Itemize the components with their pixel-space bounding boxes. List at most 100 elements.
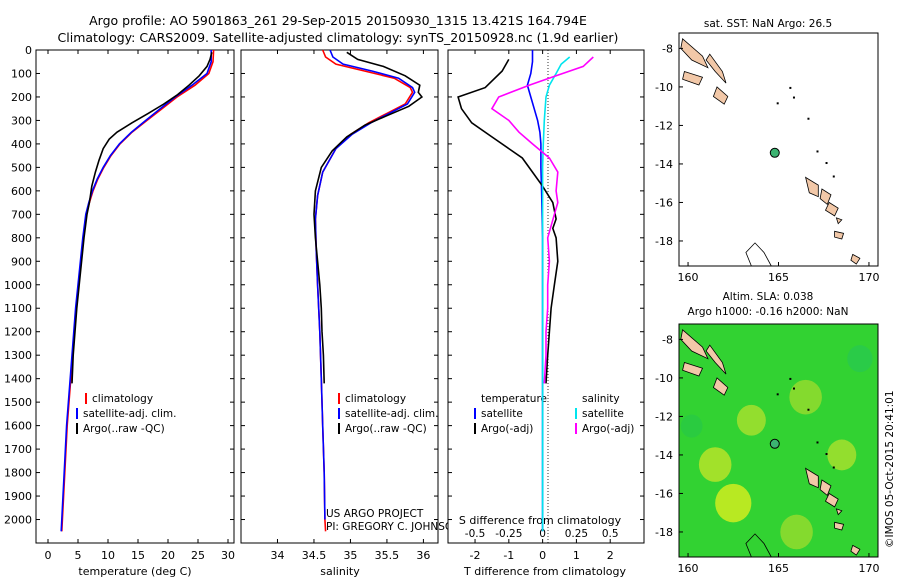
- series-line: [541, 56, 571, 532]
- legend-label-argo: Argo(..raw -QC): [83, 423, 165, 435]
- island-shape: [819, 479, 832, 497]
- y-tick-label: -16: [655, 487, 673, 500]
- islet-dot: [807, 408, 810, 411]
- islet-dot: [792, 96, 795, 99]
- y-tick-label: 1600: [4, 420, 32, 433]
- series-line: [314, 49, 416, 520]
- bathymetry-contour: [745, 242, 772, 267]
- y-tick-label: -18: [655, 235, 673, 248]
- y-tick-label: 200: [11, 91, 32, 104]
- island-shape: [680, 38, 709, 69]
- island-shape: [850, 544, 861, 556]
- island-shape: [850, 253, 861, 265]
- x-tick-label: 20: [161, 549, 175, 562]
- island-shape: [824, 492, 839, 508]
- y-tick-label: 1800: [4, 467, 32, 480]
- sst-map: sat. SST: NaN Argo: 26.5 160 165 170 -8 -10 -…: [655, 18, 879, 284]
- sla-anomaly-patch: [789, 379, 822, 415]
- legend-swatch-t-satellite: [474, 408, 476, 419]
- salinity-legend: climatology satellite-adj. clim. Argo(..…: [338, 393, 438, 435]
- legend-swatch-t-argo: [474, 423, 476, 434]
- sla-anomaly-patch: [736, 404, 766, 436]
- x-tick-label: -2: [470, 549, 481, 562]
- islet-dot: [816, 150, 819, 153]
- y-tick-label: 1500: [4, 396, 32, 409]
- islet-dot: [792, 387, 795, 390]
- y-tick-label: 400: [11, 138, 32, 151]
- sst-map-title: sat. SST: NaN Argo: 26.5: [704, 18, 832, 30]
- x2-tick-label: 0: [539, 528, 546, 540]
- legend-label-satellite: satellite-adj. clim.: [83, 408, 176, 420]
- legend-title-temperature: temperature: [481, 393, 547, 405]
- y-tick-label: -14: [655, 158, 673, 171]
- y-tick-label: -12: [655, 410, 673, 423]
- y-tick-label: 1000: [4, 279, 32, 292]
- float-position-marker: [769, 438, 780, 449]
- y-tick-label: 1100: [4, 302, 32, 315]
- x-tick-label: 15: [131, 549, 145, 562]
- x2-tick-label: -0.5: [465, 528, 486, 540]
- legend-swatch-satellite: [338, 408, 340, 419]
- legend-swatch-satellite: [76, 408, 78, 419]
- difference-xlabel-t: T difference from climatology: [463, 565, 626, 578]
- x-tick-label: 165: [768, 562, 789, 575]
- x-tick-label: 25: [191, 549, 205, 562]
- island-shape: [819, 188, 832, 206]
- x-tick-label: -1: [503, 549, 514, 562]
- y-tick-label: -12: [655, 119, 673, 132]
- island-shape: [804, 467, 819, 489]
- y-tick-label: 500: [11, 161, 32, 174]
- island-shape: [680, 329, 709, 360]
- legend-swatch-climatology: [85, 393, 87, 404]
- x-tick-label: 1: [573, 549, 580, 562]
- sla-map: Altim. SLA: 0.038 Argo h1000: -0.16 h200…: [655, 291, 879, 575]
- x-tick-label: 30: [221, 549, 235, 562]
- difference-axes-frame: [447, 49, 645, 544]
- x-tick-label: 34.5: [302, 549, 327, 562]
- islet-dot: [776, 393, 779, 396]
- header-line2: Climatology: CARS2009. Satellite-adjuste…: [58, 30, 619, 45]
- float-position-marker: [769, 147, 780, 158]
- legend-swatch-climatology: [338, 393, 340, 404]
- legend-swatch-s-argo: [575, 423, 577, 434]
- credit-pi: PI: GREGORY C. JOHNSON: [326, 521, 461, 533]
- legend-label-climatology: climatology: [92, 393, 153, 405]
- x2-tick-label: 0.25: [565, 528, 588, 540]
- salinity-xlabel: salinity: [320, 565, 360, 578]
- x-tick-label: 35: [343, 549, 357, 562]
- sla-anomaly-patch: [780, 514, 813, 550]
- y-tick-label: 700: [11, 208, 32, 221]
- legend-swatch-argo: [76, 423, 78, 434]
- x-tick-label: 160: [678, 271, 699, 284]
- x2-tick-label: -0.25: [495, 528, 522, 540]
- x-tick-label: 10: [101, 549, 115, 562]
- y-tick-label: 1900: [4, 490, 32, 503]
- islet-dot: [832, 466, 835, 469]
- series-line: [71, 52, 213, 384]
- y-tick-label: -14: [655, 449, 673, 462]
- islet-dot: [789, 377, 792, 380]
- sla-anomaly-patch: [847, 345, 873, 373]
- imos-timestamp: ©IMOS 05-Oct-2015 20:41:01: [884, 390, 896, 548]
- sla-anomaly-patch: [680, 414, 703, 438]
- y-tick-label: -18: [655, 526, 673, 539]
- legend-label-argo: Argo(..raw -QC): [345, 423, 427, 435]
- temperature-axes-frame: [35, 49, 235, 544]
- x-tick-label: 2: [607, 549, 614, 562]
- legend-label-satellite: satellite-adj. clim.: [345, 408, 438, 420]
- map-frame-outline: [678, 323, 879, 558]
- islet-dot: [816, 441, 819, 444]
- bathymetry-contour: [745, 533, 772, 558]
- y-tick-label: 1300: [4, 349, 32, 362]
- islet-dot: [832, 175, 835, 178]
- islet-dot: [825, 162, 828, 165]
- difference-panel: T difference from climatology S differen…: [447, 49, 645, 578]
- legend-label-t-satellite: satellite: [481, 408, 523, 420]
- island-shape: [682, 361, 704, 377]
- salinity-axes-frame: [240, 49, 439, 544]
- legend-label-t-argo: Argo(-adj): [481, 423, 533, 435]
- y-tick-label: 900: [11, 255, 32, 268]
- island-shape: [804, 176, 819, 198]
- y-tick-label: 600: [11, 185, 32, 198]
- difference-xlabel-s: S difference from climatology: [459, 514, 622, 527]
